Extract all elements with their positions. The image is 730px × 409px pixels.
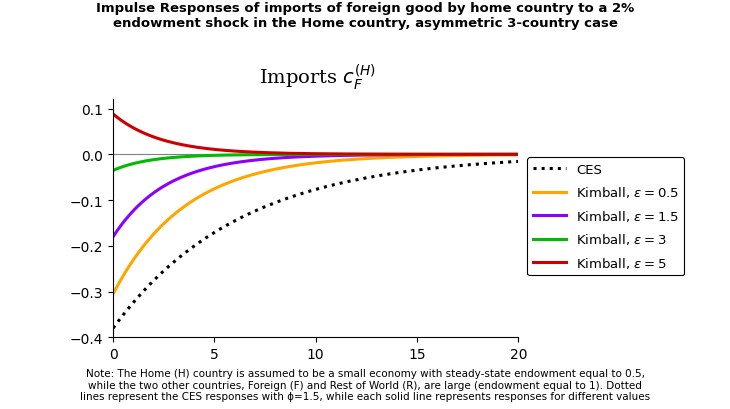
Kimball, $\epsilon = 3$ (109, 169, 118, 173)
Line: Kimball, $\epsilon = 3$: Kimball, $\epsilon = 3$ (113, 155, 518, 171)
Kimball, $\epsilon = 0.5$ (328, 159, 337, 164)
CES (441, 165, 450, 170)
Kimball, $\epsilon = 1.5$ (350, 153, 358, 158)
CES (514, 160, 523, 164)
Kimball, $\epsilon = 0.5$ (301, 162, 310, 167)
CES (350, 178, 358, 183)
Kimball, $\epsilon = 5$ (328, 152, 337, 157)
Kimball, $\epsilon = 1.5$ (514, 153, 523, 157)
Legend: CES, Kimball, $\epsilon = 0.5$, Kimball, $\epsilon = 1.5$, Kimball, $\epsilon = : CES, Kimball, $\epsilon = 0.5$, Kimball,… (527, 158, 685, 276)
Kimball, $\epsilon = 1.5$ (441, 153, 450, 157)
Kimball, $\epsilon = 0.5$ (514, 153, 523, 158)
CES (109, 326, 118, 331)
Kimball, $\epsilon = 3$ (350, 153, 358, 157)
Kimball, $\epsilon = 3$ (441, 153, 450, 157)
CES (504, 160, 513, 165)
Kimball, $\epsilon = 1.5$ (301, 155, 310, 160)
Kimball, $\epsilon = 0.5$ (304, 162, 312, 167)
Kimball, $\epsilon = 5$ (304, 152, 312, 157)
Line: Kimball, $\epsilon = 1.5$: Kimball, $\epsilon = 1.5$ (113, 155, 518, 237)
CES (301, 191, 310, 196)
Line: Kimball, $\epsilon = 0.5$: Kimball, $\epsilon = 0.5$ (113, 155, 518, 294)
Kimball, $\epsilon = 5$ (441, 153, 450, 157)
Kimball, $\epsilon = 5$ (350, 152, 358, 157)
Kimball, $\epsilon = 5$ (109, 112, 118, 117)
Kimball, $\epsilon = 5$ (504, 153, 513, 157)
CES (304, 190, 312, 195)
Kimball, $\epsilon = 3$ (301, 153, 310, 157)
Kimball, $\epsilon = 3$ (304, 153, 312, 157)
CES (328, 183, 337, 188)
Line: CES: CES (113, 162, 518, 328)
Kimball, $\epsilon = 3$ (504, 153, 513, 157)
Text: Imports $c_F^{(H)}$: Imports $c_F^{(H)}$ (259, 62, 376, 92)
Kimball, $\epsilon = 5$ (301, 152, 310, 157)
Kimball, $\epsilon = 1.5$ (304, 155, 312, 160)
Kimball, $\epsilon = 3$ (328, 153, 337, 157)
Kimball, $\epsilon = 0.5$ (109, 292, 118, 297)
Text: Impulse Responses of imports of foreign good by home country to a 2%
endowment s: Impulse Responses of imports of foreign … (96, 2, 634, 30)
Kimball, $\epsilon = 1.5$ (109, 235, 118, 240)
Kimball, $\epsilon = 1.5$ (328, 154, 337, 159)
Text: Note: The Home (H) country is assumed to be a small economy with steady-state en: Note: The Home (H) country is assumed to… (80, 368, 650, 401)
Kimball, $\epsilon = 0.5$ (504, 153, 513, 158)
Line: Kimball, $\epsilon = 5$: Kimball, $\epsilon = 5$ (113, 115, 518, 155)
Kimball, $\epsilon = 5$ (514, 153, 523, 157)
Kimball, $\epsilon = 0.5$ (350, 157, 358, 162)
Kimball, $\epsilon = 0.5$ (441, 154, 450, 159)
Kimball, $\epsilon = 3$ (514, 153, 523, 157)
Kimball, $\epsilon = 1.5$ (504, 153, 513, 157)
